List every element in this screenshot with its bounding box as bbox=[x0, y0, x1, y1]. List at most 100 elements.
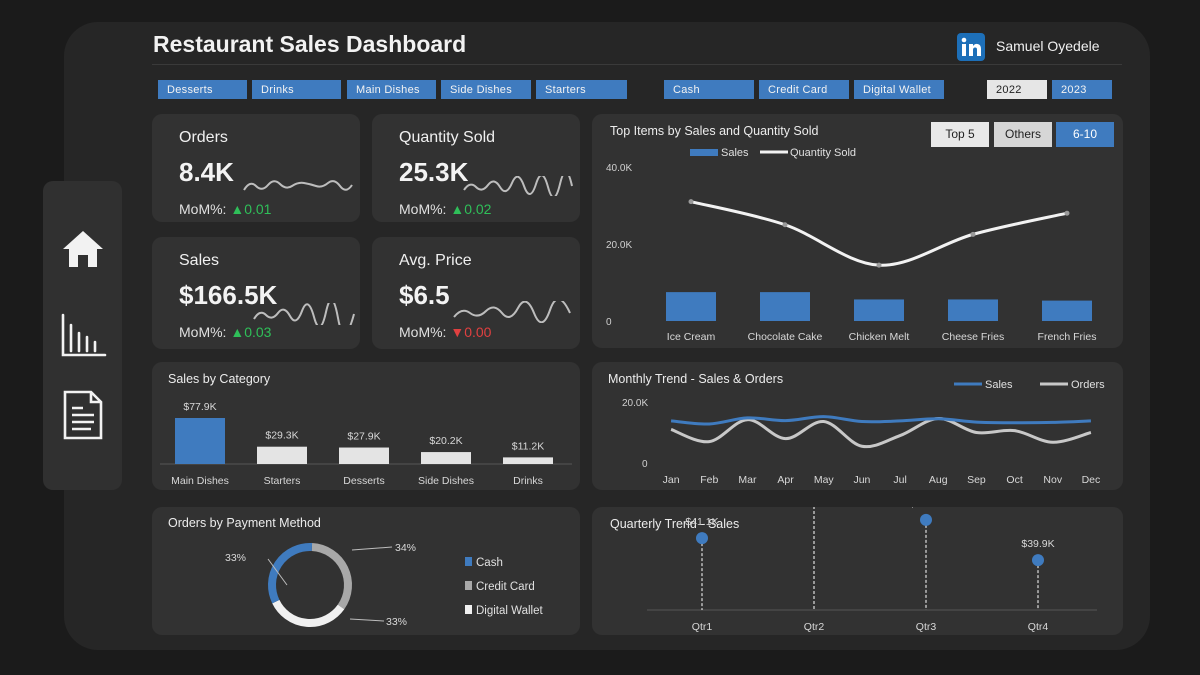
lollipop-point bbox=[696, 532, 708, 545]
bar bbox=[257, 446, 307, 464]
data-label: $42.1K bbox=[909, 507, 942, 510]
slicer-drinks[interactable]: Drinks bbox=[252, 80, 341, 99]
bar bbox=[421, 452, 471, 464]
linkedin-icon[interactable] bbox=[957, 33, 985, 61]
top-items-chart: Sales Quantity Sold 0 20.0K 40.0K Ice Crea… bbox=[606, 147, 1097, 343]
payment-method-chart: 33% 34% 33% Cash Credit Card Digital Wallet bbox=[225, 542, 543, 628]
x-tick-label: Qtr2 bbox=[804, 621, 825, 633]
line-quantity-sold bbox=[690, 200, 1068, 267]
x-tick-label: Chocolate Cake bbox=[748, 331, 823, 343]
x-tick-label: Mar bbox=[738, 474, 757, 486]
slicer-starters[interactable]: Starters bbox=[536, 80, 627, 99]
bar-sales bbox=[760, 292, 810, 321]
x-tick-label: Dec bbox=[1082, 474, 1101, 486]
y-tick-label: 20.0K bbox=[622, 398, 648, 409]
x-tick-label: Jun bbox=[853, 474, 870, 486]
slicer-year-2023[interactable]: 2023 bbox=[1052, 80, 1112, 99]
header-divider bbox=[152, 64, 1122, 65]
bar bbox=[175, 418, 225, 464]
kpi-value: $6.5 bbox=[399, 280, 450, 310]
kpi-card-quantity-sold: Quantity Sold 25.3K MoM%: ▲0.02 bbox=[372, 114, 580, 222]
monthly-trend-chart: Sales Orders 20.0K 0 Jan Feb Mar Apr May Jun Ju… bbox=[622, 379, 1105, 486]
x-tick-label: Sep bbox=[967, 474, 986, 486]
mom-label: MoM%: bbox=[179, 201, 227, 217]
leader-line bbox=[349, 618, 385, 622]
legend-label: Digital Wallet bbox=[476, 605, 543, 617]
kpi-mom: MoM%: ▲0.01 bbox=[179, 201, 271, 217]
monthly-trend-panel: Monthly Trend - Sales & Orders bbox=[592, 362, 1123, 490]
slicer-desserts[interactable]: Desserts bbox=[158, 80, 247, 99]
point-quantity-sold bbox=[1064, 210, 1070, 216]
x-tick-label: May bbox=[814, 474, 835, 486]
slicer-year-2022[interactable]: 2022 bbox=[987, 80, 1047, 99]
top-5-button[interactable]: Top 5 bbox=[931, 122, 989, 147]
legend-qty-label: Quantity Sold bbox=[790, 147, 856, 159]
slice-credit-card bbox=[311, 543, 352, 610]
mom-value: 0.03 bbox=[244, 324, 272, 340]
up-arrow-icon: ▲ bbox=[230, 201, 245, 217]
legend-label: Credit Card bbox=[476, 581, 535, 593]
point-quantity-sold bbox=[782, 222, 788, 228]
mom-label: MoM%: bbox=[179, 324, 227, 340]
sparkline bbox=[463, 176, 573, 196]
chart-title: Orders by Payment Method bbox=[168, 516, 321, 530]
x-tick-label: Side Dishes bbox=[418, 475, 474, 487]
x-tick-label: Main Dishes bbox=[171, 475, 229, 487]
slicer-credit-card[interactable]: Credit Card bbox=[759, 80, 849, 99]
slicer-main-dishes[interactable]: Main Dishes bbox=[347, 80, 436, 99]
quarterly-trend-panel: Quarterly Trend - Sales bbox=[592, 507, 1123, 635]
x-tick-label: Qtr3 bbox=[916, 621, 937, 633]
x-tick-label: Ice Cream bbox=[667, 331, 716, 343]
mom-value: 0.00 bbox=[464, 324, 492, 340]
bar-sales bbox=[854, 299, 904, 321]
legend-swatch bbox=[465, 605, 472, 614]
legend-swatch bbox=[465, 557, 472, 566]
x-tick-label: Feb bbox=[700, 474, 718, 486]
slice-cash bbox=[268, 543, 313, 604]
data-label: 33% bbox=[225, 552, 246, 564]
x-tick-label: Nov bbox=[1043, 474, 1062, 486]
x-tick-label: Oct bbox=[1006, 474, 1022, 486]
x-tick-label: Drinks bbox=[513, 475, 543, 487]
document-icon[interactable] bbox=[57, 389, 109, 441]
slice-digital-wallet bbox=[272, 599, 345, 627]
mom-value: 0.01 bbox=[244, 201, 272, 217]
others-button[interactable]: Others bbox=[994, 122, 1052, 147]
data-label: $27.9K bbox=[347, 431, 380, 443]
data-label: $20.2K bbox=[429, 435, 462, 447]
chart-title: Monthly Trend - Sales & Orders bbox=[608, 372, 784, 386]
home-icon[interactable] bbox=[57, 223, 109, 275]
bar-chart-icon[interactable] bbox=[57, 309, 109, 361]
data-label: 34% bbox=[395, 542, 416, 554]
data-label: $77.9K bbox=[183, 401, 216, 413]
line-orders bbox=[670, 416, 1092, 449]
x-tick-label: Qtr1 bbox=[692, 621, 713, 633]
sales-by-category-chart: $77.9K Main Dishes $29.3K Starters $27.9K Des… bbox=[160, 401, 572, 487]
x-tick-label: French Fries bbox=[1038, 331, 1097, 343]
lollipop-point bbox=[920, 513, 932, 526]
kpi-mom: MoM%: ▲0.03 bbox=[179, 324, 271, 340]
slicer-cash[interactable]: Cash bbox=[664, 80, 754, 99]
x-tick-label: Jan bbox=[663, 474, 680, 486]
kpi-value: $166.5K bbox=[179, 280, 278, 310]
payment-method-panel: Orders by Payment Method bbox=[152, 507, 580, 635]
kpi-value: 8.4K bbox=[179, 157, 234, 187]
kpi-label: Sales bbox=[179, 252, 220, 269]
slicer-digital-wallet[interactable]: Digital Wallet bbox=[854, 80, 944, 99]
legend-sales-label: Sales bbox=[721, 147, 749, 159]
chart-title: Sales by Category bbox=[168, 372, 271, 386]
sparkline bbox=[453, 301, 571, 323]
kpi-label: Orders bbox=[179, 129, 228, 146]
data-label: 33% bbox=[386, 616, 407, 628]
slicer-side-dishes[interactable]: Side Dishes bbox=[441, 80, 531, 99]
kpi-mom: MoM%: ▲0.02 bbox=[399, 201, 491, 217]
bar bbox=[503, 457, 553, 464]
kpi-label: Quantity Sold bbox=[399, 129, 496, 146]
kpi-card-sales: Sales $166.5K MoM%: ▲0.03 bbox=[152, 237, 360, 349]
bar bbox=[339, 447, 389, 464]
mom-label: MoM%: bbox=[399, 201, 447, 217]
legend-orders-label: Orders bbox=[1071, 379, 1105, 391]
x-tick-label: Qtr4 bbox=[1028, 621, 1049, 633]
6-10-button[interactable]: 6-10 bbox=[1056, 122, 1114, 147]
line-sales bbox=[670, 415, 1091, 426]
